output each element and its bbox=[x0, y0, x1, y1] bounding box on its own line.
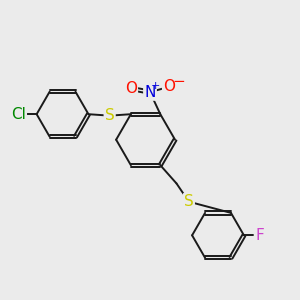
Text: −: − bbox=[172, 74, 185, 89]
Text: S: S bbox=[184, 194, 194, 209]
Text: N: N bbox=[144, 85, 156, 100]
Text: S: S bbox=[105, 108, 115, 123]
Text: Cl: Cl bbox=[11, 107, 26, 122]
Text: O: O bbox=[163, 79, 175, 94]
Text: F: F bbox=[256, 228, 265, 243]
Text: +: + bbox=[150, 81, 160, 91]
Text: O: O bbox=[125, 81, 137, 96]
